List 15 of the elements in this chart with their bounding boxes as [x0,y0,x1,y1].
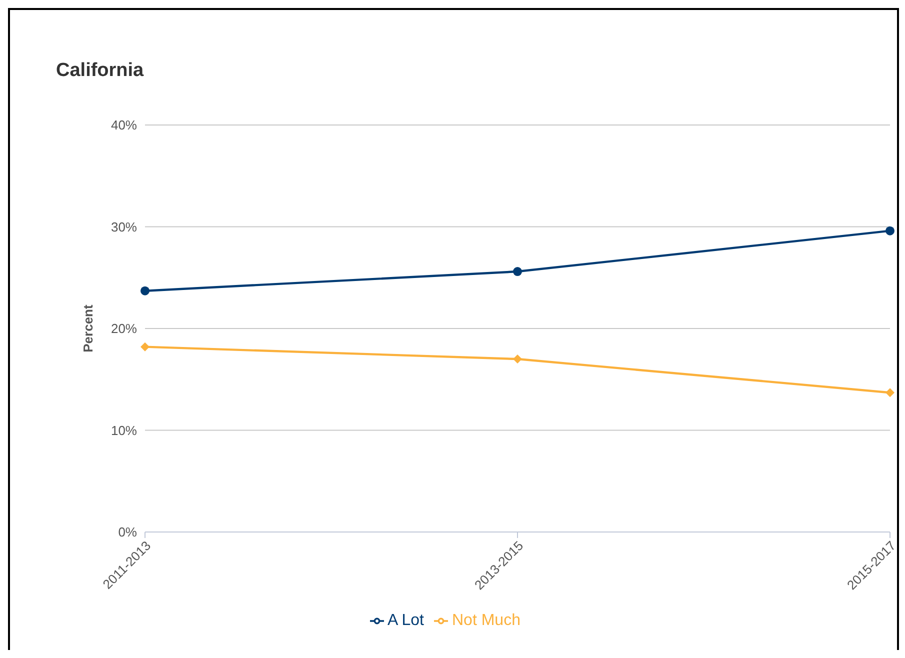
point [886,226,894,236]
legend-label: A Lot [388,612,424,629]
y-tick-label: 20% [110,321,138,336]
point [140,342,150,352]
y-tick-label: 0% [118,524,138,540]
chart-title: California [56,60,144,82]
y-tick-label: 10% [110,422,138,438]
y-tick-label: 40% [110,118,138,133]
y-axis-title: Percent [80,304,96,352]
point [140,286,150,296]
point [513,267,522,276]
point [513,354,522,364]
legend-label: Not Much [452,612,520,629]
point [886,388,894,398]
y-tick-label: 30% [110,219,138,234]
